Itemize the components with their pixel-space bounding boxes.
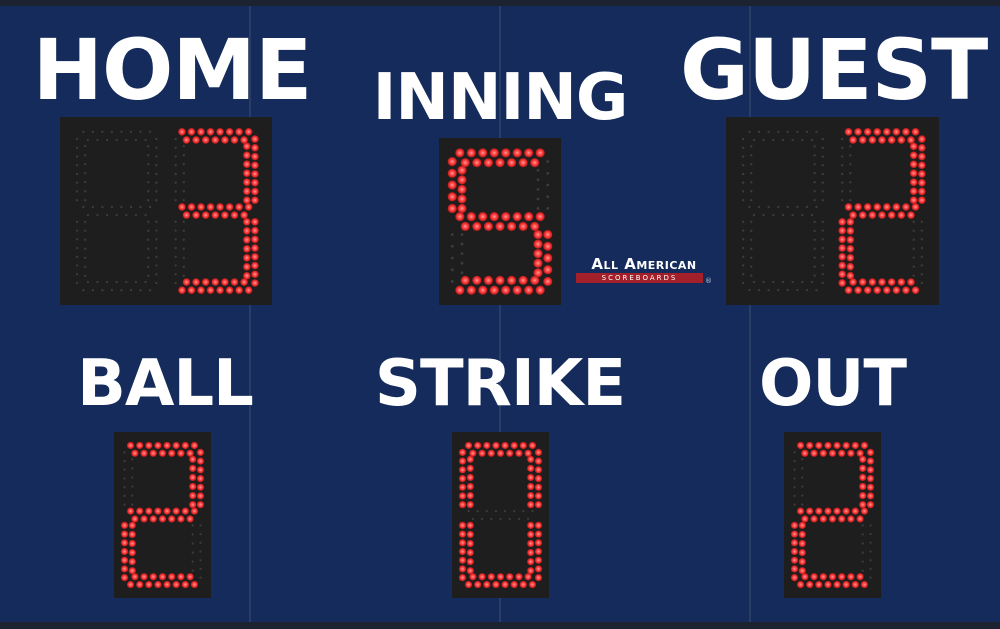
divider <box>499 6 501 622</box>
led-segment-f-unlit <box>123 451 134 506</box>
inning-display <box>439 138 561 305</box>
led-segment-b-unlit <box>813 137 824 202</box>
led-segment-d-lit <box>178 278 253 294</box>
led-segment-f-unlit <box>793 451 804 506</box>
led-segment-a-lit <box>464 441 537 457</box>
led-segment-e-unlit <box>75 220 87 285</box>
out-display <box>784 432 881 598</box>
led-segment-a-lit <box>126 441 199 457</box>
led-segment-a-lit <box>178 128 253 144</box>
all-american-logo: All American SCOREBOARDS ® <box>576 256 712 288</box>
led-segment-g-lit <box>844 203 920 219</box>
led-segment-d-lit <box>464 573 537 589</box>
led-segment-b-lit <box>189 448 205 509</box>
led-segment-c-unlit <box>912 220 924 285</box>
led-segment-g-lit <box>126 507 199 523</box>
led-digits <box>790 441 875 589</box>
led-segment-f-unlit <box>741 137 753 202</box>
led-segment-e-lit <box>120 521 136 582</box>
led-segment-a-lit <box>455 148 545 168</box>
led-segment-b-unlit <box>536 160 550 210</box>
led-segment-g-unlit <box>467 509 534 521</box>
led-segment-d-lit <box>844 278 920 294</box>
led-segment-e-lit <box>458 521 474 582</box>
led-segment-f-lit <box>458 448 474 509</box>
led-segment-g-lit <box>455 212 545 231</box>
led-segment-b-lit <box>859 448 875 509</box>
divider <box>249 6 251 622</box>
led-segment-d-unlit <box>82 280 152 292</box>
led-segment-c-unlit <box>191 524 202 579</box>
led-segment-f-unlit <box>841 137 852 202</box>
led-segment-d-lit <box>126 573 199 589</box>
led-segment-e-unlit <box>741 220 753 285</box>
led-segment-d-unlit <box>748 280 818 292</box>
led-segment-f-unlit <box>174 137 185 202</box>
led-segment-f-unlit <box>75 137 87 202</box>
led-segment-g-unlit <box>82 205 152 217</box>
led-segment-e-lit <box>838 218 855 287</box>
led-segment-a-lit <box>796 441 869 457</box>
home-label: HOME <box>32 21 313 119</box>
led-segment-c-lit <box>533 229 553 287</box>
led-segment-d-lit <box>455 275 545 295</box>
led-digits <box>120 441 205 589</box>
led-digits <box>447 148 553 295</box>
led-segment-a-unlit <box>748 130 818 142</box>
top-frame <box>0 0 1000 6</box>
led-segment-c-unlit <box>147 220 158 285</box>
led-segment-b-unlit <box>147 137 158 202</box>
bottom-frame <box>0 622 1000 629</box>
led-segment-b-lit <box>527 448 543 509</box>
led-segment-d-lit <box>796 573 869 589</box>
logo-name: All American <box>591 255 697 273</box>
led-digits <box>458 441 543 589</box>
led-segment-g-lit <box>796 507 869 523</box>
ball-label: BALL <box>77 347 254 421</box>
led-segment-c-unlit <box>861 524 872 579</box>
led-segment-e-unlit <box>450 233 464 283</box>
ball-display <box>114 432 211 598</box>
led-segment-c-lit <box>243 218 259 287</box>
led-segment-e-lit <box>790 521 806 582</box>
registered-mark: ® <box>705 277 712 285</box>
divider <box>749 6 751 622</box>
led-segment-a-lit <box>844 128 920 144</box>
led-segment-f-lit <box>447 156 467 214</box>
led-segment-c-unlit <box>813 220 824 285</box>
led-segment-c-lit <box>527 521 543 582</box>
out-label: OUT <box>758 347 907 421</box>
logo-subtitle: SCOREBOARDS <box>576 273 703 283</box>
guest-score-display <box>726 117 939 305</box>
led-digits <box>741 128 926 294</box>
led-segment-g-unlit <box>748 205 818 217</box>
led-segment-e-unlit <box>174 220 185 285</box>
guest-label: GUEST <box>680 21 988 119</box>
led-segment-b-lit <box>243 135 259 204</box>
strike-label: STRIKE <box>374 347 626 421</box>
led-segment-g-lit <box>178 203 253 219</box>
led-digits <box>75 128 259 294</box>
led-segment-a-unlit <box>82 130 152 142</box>
led-segment-b-lit <box>909 135 926 204</box>
inning-label: INNING <box>372 61 629 135</box>
home-score-display <box>60 117 272 305</box>
strike-display <box>452 432 549 598</box>
